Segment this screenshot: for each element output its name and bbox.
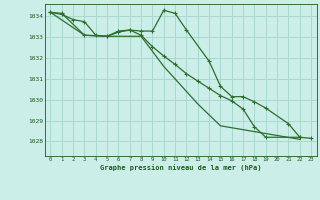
X-axis label: Graphe pression niveau de la mer (hPa): Graphe pression niveau de la mer (hPa) [100, 164, 261, 171]
